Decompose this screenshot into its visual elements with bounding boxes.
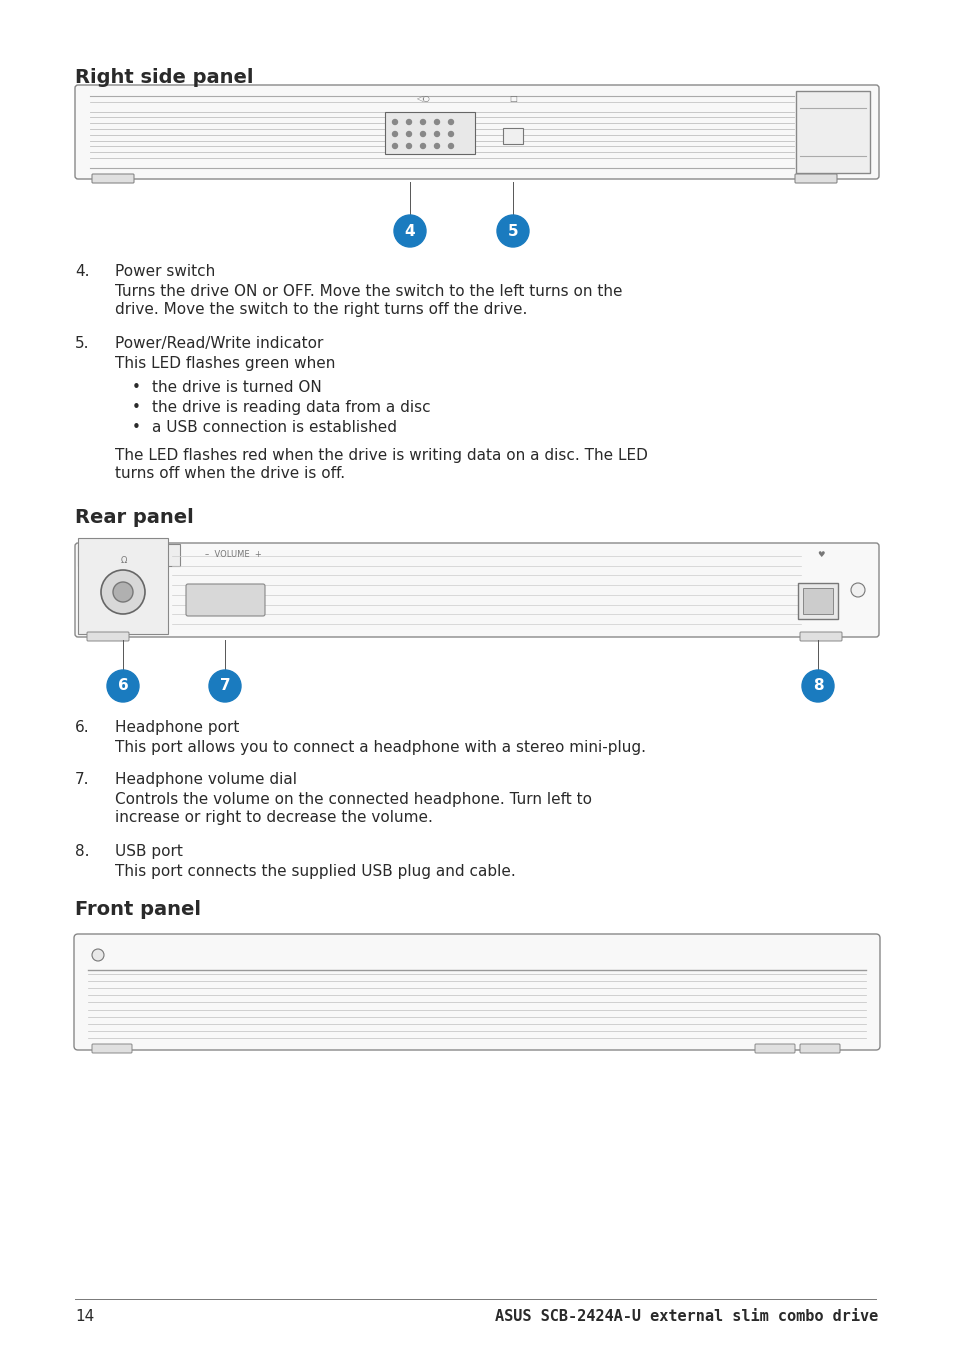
Text: 14: 14: [75, 1309, 94, 1324]
Text: This LED flashes green when: This LED flashes green when: [115, 357, 335, 372]
Circle shape: [392, 143, 397, 149]
Circle shape: [420, 143, 425, 149]
Text: USB port: USB port: [115, 844, 183, 859]
Text: 4: 4: [404, 223, 415, 239]
Circle shape: [850, 584, 864, 597]
Text: •: •: [132, 420, 141, 435]
Text: □: □: [509, 95, 517, 103]
Text: Headphone port: Headphone port: [115, 720, 239, 735]
Text: Rear panel: Rear panel: [75, 508, 193, 527]
Circle shape: [209, 670, 241, 703]
Bar: [78, 544, 180, 566]
Circle shape: [420, 119, 425, 124]
Text: the drive is turned ON: the drive is turned ON: [152, 380, 321, 394]
Text: turns off when the drive is off.: turns off when the drive is off.: [115, 466, 345, 481]
Circle shape: [406, 119, 411, 124]
Bar: [385, 112, 475, 154]
Text: the drive is reading data from a disc: the drive is reading data from a disc: [152, 400, 430, 415]
Circle shape: [448, 143, 453, 149]
Text: ♥: ♥: [817, 550, 824, 559]
Bar: [502, 128, 522, 145]
FancyBboxPatch shape: [800, 1044, 840, 1052]
Circle shape: [91, 948, 104, 961]
Text: The LED flashes red when the drive is writing data on a disc. The LED: The LED flashes red when the drive is wr…: [115, 449, 647, 463]
Text: a USB connection is established: a USB connection is established: [152, 420, 396, 435]
Bar: [78, 538, 168, 634]
FancyBboxPatch shape: [186, 584, 265, 616]
FancyBboxPatch shape: [75, 543, 878, 638]
Text: Right side panel: Right side panel: [75, 68, 253, 86]
Text: Front panel: Front panel: [75, 900, 201, 919]
Text: Turns the drive ON or OFF. Move the switch to the left turns on the: Turns the drive ON or OFF. Move the swit…: [115, 284, 622, 299]
FancyBboxPatch shape: [754, 1044, 794, 1052]
Circle shape: [801, 670, 833, 703]
Text: 5.: 5.: [75, 336, 90, 351]
FancyBboxPatch shape: [800, 632, 841, 640]
FancyBboxPatch shape: [74, 934, 879, 1050]
FancyBboxPatch shape: [794, 174, 836, 182]
Text: Ω: Ω: [121, 557, 127, 565]
Text: 8.: 8.: [75, 844, 90, 859]
Text: Headphone volume dial: Headphone volume dial: [115, 771, 296, 788]
Circle shape: [434, 119, 439, 124]
Circle shape: [434, 131, 439, 136]
Text: Power/Read/Write indicator: Power/Read/Write indicator: [115, 336, 323, 351]
Circle shape: [448, 131, 453, 136]
Text: ◁○: ◁○: [416, 95, 430, 103]
Circle shape: [406, 143, 411, 149]
FancyBboxPatch shape: [75, 85, 878, 178]
Text: 6.: 6.: [75, 720, 90, 735]
Bar: [797, 584, 837, 619]
Circle shape: [392, 119, 397, 124]
Text: 5: 5: [507, 223, 517, 239]
Text: 7.: 7.: [75, 771, 90, 788]
Text: •: •: [132, 400, 141, 415]
FancyBboxPatch shape: [87, 632, 129, 640]
Bar: [802, 588, 832, 613]
Text: 7: 7: [219, 678, 230, 693]
Circle shape: [448, 119, 453, 124]
Text: This port allows you to connect a headphone with a stereo mini-plug.: This port allows you to connect a headph…: [115, 740, 645, 755]
Text: drive. Move the switch to the right turns off the drive.: drive. Move the switch to the right turn…: [115, 303, 527, 317]
Text: 4.: 4.: [75, 263, 90, 280]
Circle shape: [394, 215, 426, 247]
Circle shape: [112, 582, 132, 603]
Text: ASUS SCB-2424A-U external slim combo drive: ASUS SCB-2424A-U external slim combo dri…: [495, 1309, 877, 1324]
Circle shape: [101, 570, 145, 613]
Circle shape: [406, 131, 411, 136]
Circle shape: [434, 143, 439, 149]
Text: 8: 8: [812, 678, 822, 693]
Text: Power switch: Power switch: [115, 263, 215, 280]
Circle shape: [392, 131, 397, 136]
Bar: [795, 91, 869, 173]
FancyBboxPatch shape: [91, 1044, 132, 1052]
FancyBboxPatch shape: [91, 174, 133, 182]
Text: •: •: [132, 380, 141, 394]
Text: –  VOLUME  +: – VOLUME +: [204, 550, 261, 559]
Text: This port connects the supplied USB plug and cable.: This port connects the supplied USB plug…: [115, 865, 516, 880]
Circle shape: [497, 215, 529, 247]
Circle shape: [107, 670, 139, 703]
Text: increase or right to decrease the volume.: increase or right to decrease the volume…: [115, 811, 433, 825]
Text: 6: 6: [117, 678, 129, 693]
Circle shape: [420, 131, 425, 136]
Text: Controls the volume on the connected headphone. Turn left to: Controls the volume on the connected hea…: [115, 792, 592, 807]
